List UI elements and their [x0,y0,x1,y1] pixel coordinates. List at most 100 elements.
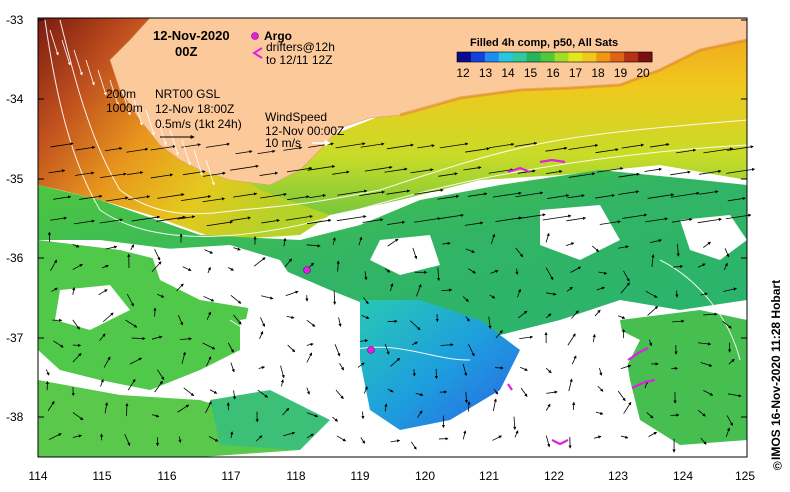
current-arrow [125,402,129,417]
current-arrow [180,337,192,341]
current-arrow [157,293,165,298]
current-arrow [306,244,321,248]
current-arrow [597,167,624,173]
colorbar-swatch [624,52,639,62]
current-arrow [285,214,313,221]
current-arrow [567,333,576,346]
current-arrow [646,412,654,419]
current-arrow [181,194,212,202]
colorbar-swatch [568,52,583,62]
wind-ref-line3: 10 m/s [265,136,301,150]
colorbar-label: 16 [546,66,560,80]
current-arrow [233,314,242,325]
current-arrow [700,362,713,367]
current-arrow [462,430,467,440]
current-arrow [45,369,50,376]
lon-tick-label: 115 [92,469,111,483]
current-arrow [335,389,344,400]
current-arrow [727,393,742,398]
current-arrow [102,312,114,323]
copyright-icon: © [773,459,782,473]
current-arrow [386,143,414,150]
current-arrow [230,431,234,439]
current-arrow [176,283,184,292]
current-arrow [177,404,190,413]
current-arrow [280,365,285,379]
current-arrow [72,343,82,347]
current-ref-line2: 12-Nov 18:00Z [155,102,234,116]
current-arrow [703,241,711,248]
current-arrow [384,167,408,173]
colorbar-label: 18 [591,66,605,80]
drifter-legend-icon [252,47,263,59]
current-arrow [283,431,296,437]
current-arrow [133,99,143,126]
colorbar-swatch [526,52,542,62]
current-arrow [364,165,393,172]
current-arrow [209,389,218,394]
current-arrow [647,193,675,199]
current-arrow [726,167,756,174]
current-arrow [722,320,732,329]
current-arrow [414,217,441,223]
current-arrow [703,147,734,154]
plot-frame [37,17,748,458]
current-arrow [280,379,284,387]
current-arrow [387,388,394,393]
current-arrow [415,393,424,397]
current-arrow [697,217,722,224]
current-arrow [72,287,76,295]
current-arrow [258,366,266,370]
isobath-label-1000: 1000m [106,101,143,115]
colorbar-swatch [554,52,569,62]
current-arrow [384,403,388,412]
current-arrow [124,434,131,447]
current-arrow [414,188,444,195]
current-arrow [492,398,497,411]
current-arrow [72,434,82,438]
current-arrow [592,333,596,343]
current-arrow [513,416,517,431]
current-arrow [178,436,182,443]
colorbar-swatch [457,52,472,62]
current-arrow [230,294,242,304]
current-arrow [306,319,316,327]
current-arrow [618,245,629,249]
current-arrow [467,401,471,412]
current-arrow [335,142,366,149]
current-vectors [45,29,756,453]
current-arrow [410,168,434,174]
current-arrow [442,241,451,246]
current-arrow [232,390,237,400]
current-arrow [670,170,691,176]
current-arrow [386,189,411,195]
current-arrow [697,342,712,346]
current-arrow [103,356,111,368]
current-arrow [154,380,163,393]
current-arrow [72,412,84,421]
colorbar-label: 12 [456,66,470,80]
lon-tick-label: 118 [286,469,305,483]
current-arrow [488,168,514,174]
current-arrow [73,49,83,76]
current-arrow [495,216,523,222]
lon-tick-label: 119 [350,469,369,483]
current-arrow [257,389,268,398]
current-arrow [545,267,554,281]
current-arrow [727,145,754,151]
current-arrow [699,190,719,195]
current-arrow [648,339,653,347]
current-arrow [206,220,234,227]
map-hour: 00Z [175,44,197,59]
current-arrow [566,286,573,292]
current-arrow [100,378,104,387]
current-arrow [648,431,658,438]
current-arrow [261,219,280,224]
lon-tick-label: 125 [735,469,755,483]
current-arrow [390,439,401,443]
current-arrow [410,441,417,450]
current-arrow [282,407,290,416]
lon-tick-label: 120 [415,469,435,483]
colorbar-label: 19 [614,66,628,80]
current-arrow [700,292,708,296]
